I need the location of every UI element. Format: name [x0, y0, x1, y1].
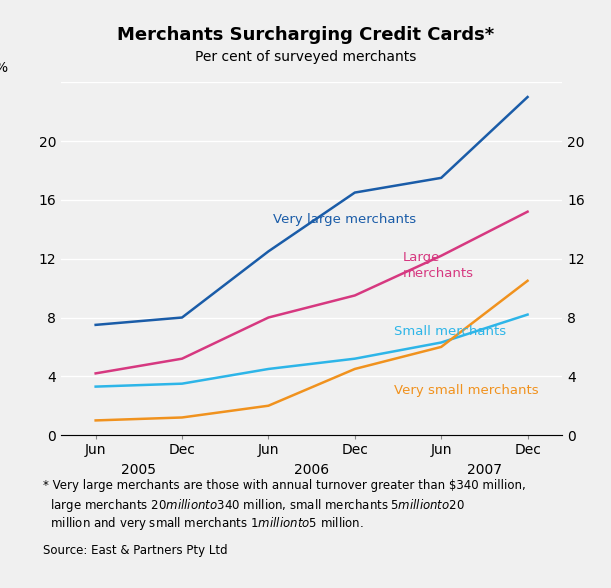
Text: Small merchants: Small merchants	[393, 325, 506, 338]
Text: Per cent of surveyed merchants: Per cent of surveyed merchants	[195, 50, 416, 64]
Text: Merchants Surcharging Credit Cards*: Merchants Surcharging Credit Cards*	[117, 26, 494, 45]
Text: Very large merchants: Very large merchants	[273, 213, 416, 226]
Text: large merchants $20 million to $340 million, small merchants $5 million to $20: large merchants $20 million to $340 mill…	[43, 497, 464, 514]
Text: Very small merchants: Very small merchants	[393, 384, 538, 397]
Text: 2007: 2007	[467, 463, 502, 477]
Text: Source: East & Partners Pty Ltd: Source: East & Partners Pty Ltd	[43, 544, 227, 557]
Text: * Very large merchants are those with annual turnover greater than $340 million,: * Very large merchants are those with an…	[43, 479, 525, 492]
Text: 2005: 2005	[122, 463, 156, 477]
Text: million and very small merchants $1 million to $5 million.: million and very small merchants $1 mill…	[43, 514, 364, 532]
Text: Large
merchants: Large merchants	[402, 252, 474, 280]
Text: 2006: 2006	[294, 463, 329, 477]
Text: %: %	[0, 61, 7, 75]
